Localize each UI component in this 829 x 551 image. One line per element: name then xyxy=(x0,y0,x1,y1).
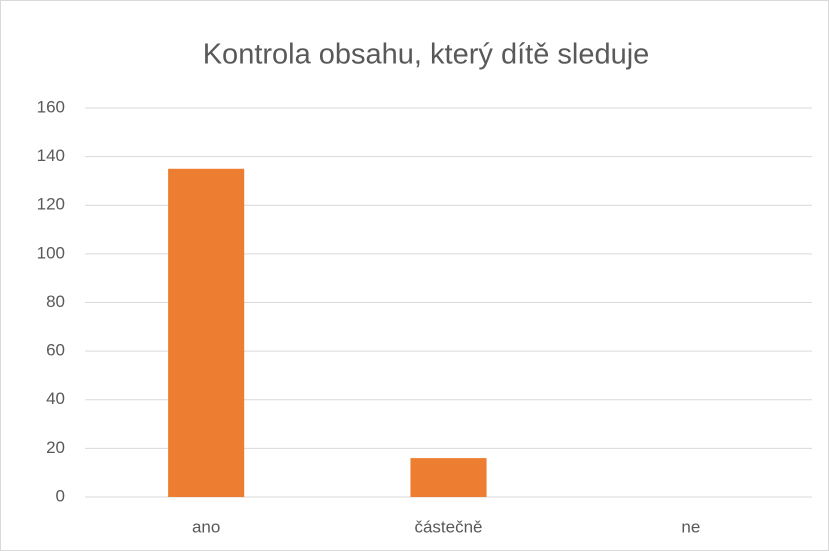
y-tick-label: 120 xyxy=(37,195,65,214)
x-tick-label: ano xyxy=(192,517,220,536)
bar xyxy=(410,458,487,497)
y-tick-label: 40 xyxy=(46,389,65,408)
x-tick-label: částečně xyxy=(414,517,482,536)
chart-title: Kontrola obsahu, který dítě sleduje xyxy=(203,39,650,71)
y-tick-label: 60 xyxy=(46,341,65,360)
y-tick-label: 160 xyxy=(37,97,65,116)
y-tick-label: 80 xyxy=(46,292,65,311)
y-tick-label: 140 xyxy=(37,146,65,165)
y-tick-label: 100 xyxy=(37,243,65,262)
y-tick-label: 0 xyxy=(56,486,65,505)
x-tick-label: ne xyxy=(681,517,700,536)
bar xyxy=(168,168,245,497)
y-tick-label: 20 xyxy=(46,438,65,457)
